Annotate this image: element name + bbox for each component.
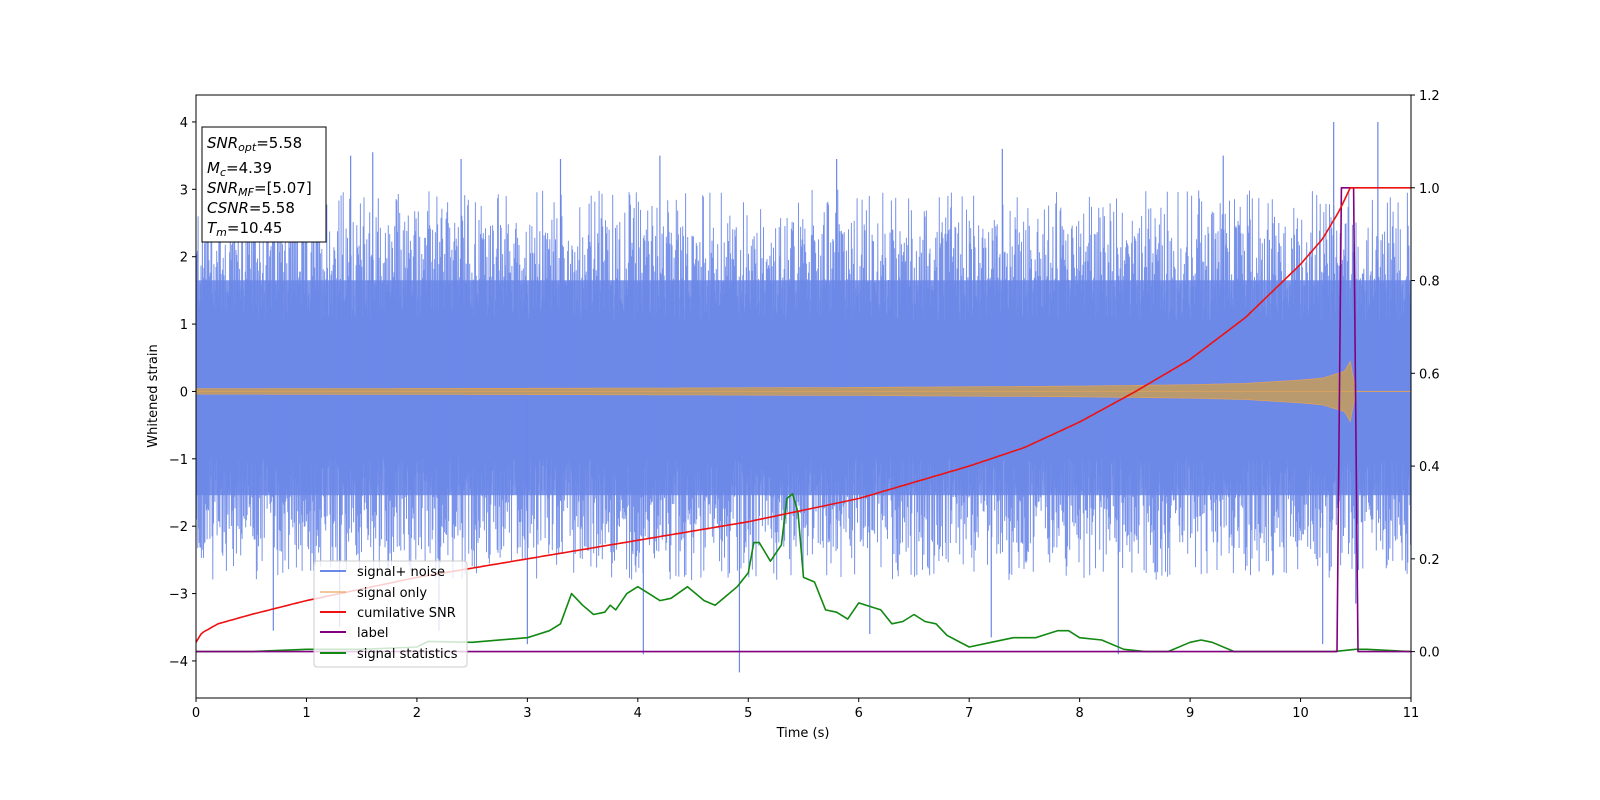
legend-item-signal-only: signal only xyxy=(320,586,427,601)
annotation-box: SNRopt=5.58 Mc=4.39 SNRMF=[5.07] CSNR=5.… xyxy=(201,126,327,243)
annotation-snr-mf: SNRMF=[5.07] xyxy=(207,179,312,199)
y-right-tick-label: 1.0 xyxy=(1419,182,1440,197)
y-right-tick-label: 0.0 xyxy=(1419,646,1440,661)
x-axis-label: Time (s) xyxy=(776,726,830,741)
x-tick-label: 5 xyxy=(744,706,752,721)
label-series xyxy=(196,187,1411,653)
y-left-tick-label: −4 xyxy=(169,655,188,670)
y-right-tick-label: 0.8 xyxy=(1419,275,1440,290)
plot-frame xyxy=(195,94,1412,699)
legend-label-signal-only: signal only xyxy=(357,586,427,601)
plot-area xyxy=(196,121,1411,673)
left-y-axis: 4 3 2 1 0 −1 −2 −3 −4 xyxy=(169,116,196,670)
x-tick-label: 1 xyxy=(302,706,310,721)
legend-item-cumulative-snr: cumilative SNR xyxy=(320,606,456,621)
y-left-tick-label: −1 xyxy=(169,453,188,468)
x-tick-label: 9 xyxy=(1186,706,1194,721)
x-axis: 0 1 2 3 4 5 6 7 8 9 10 11 xyxy=(192,698,1419,721)
legend-label-signal-statistics: signal statistics xyxy=(357,647,458,662)
y-axis-label: Whitened strain xyxy=(146,344,161,447)
annotation-tm: Tm=10.45 xyxy=(207,219,282,239)
y-right-tick-label: 0.4 xyxy=(1419,460,1440,475)
x-tick-label: 2 xyxy=(413,706,421,721)
x-tick-label: 4 xyxy=(634,706,642,721)
y-left-tick-label: 3 xyxy=(180,183,188,198)
x-tick-label: 10 xyxy=(1292,706,1309,721)
label-line xyxy=(196,187,1411,653)
x-tick-label: 11 xyxy=(1403,706,1420,721)
legend-label-label: label xyxy=(357,626,388,641)
x-tick-label: 0 xyxy=(192,706,200,721)
y-left-tick-label: 1 xyxy=(180,318,188,333)
y-right-tick-label: 0.2 xyxy=(1419,553,1440,568)
y-left-tick-label: −3 xyxy=(169,588,188,603)
right-y-axis: 1.2 1.0 0.8 0.6 0.4 0.2 0.0 xyxy=(1411,89,1440,661)
annotation-csnr: CSNR=5.58 xyxy=(207,199,295,217)
y-left-tick-label: −2 xyxy=(169,520,188,535)
x-tick-label: 7 xyxy=(965,706,973,721)
annotation-snr-opt: SNRopt=5.58 xyxy=(207,134,302,154)
y-right-tick-label: 0.6 xyxy=(1419,367,1440,382)
legend-label-signal-noise: signal+ noise xyxy=(357,565,445,580)
x-tick-label: 3 xyxy=(523,706,531,721)
y-left-tick-label: 4 xyxy=(180,116,188,131)
legend-item-signal-noise: signal+ noise xyxy=(320,565,445,580)
y-left-tick-label: 0 xyxy=(180,385,188,400)
signal-only-series xyxy=(196,360,1411,423)
y-left-tick-label: 2 xyxy=(180,251,188,266)
legend-frame xyxy=(313,560,468,668)
y-right-tick-label: 1.2 xyxy=(1419,89,1440,104)
legend-item-label: label xyxy=(320,626,388,641)
legend-item-signal-statistics: signal statistics xyxy=(320,647,458,662)
x-tick-label: 8 xyxy=(1075,706,1083,721)
legend-label-cumulative-snr: cumilative SNR xyxy=(357,606,456,621)
annotation-mc: Mc=4.39 xyxy=(207,159,272,179)
x-tick-label: 6 xyxy=(855,706,863,721)
legend: signal+ noise signal only cumilative SNR… xyxy=(313,560,468,668)
